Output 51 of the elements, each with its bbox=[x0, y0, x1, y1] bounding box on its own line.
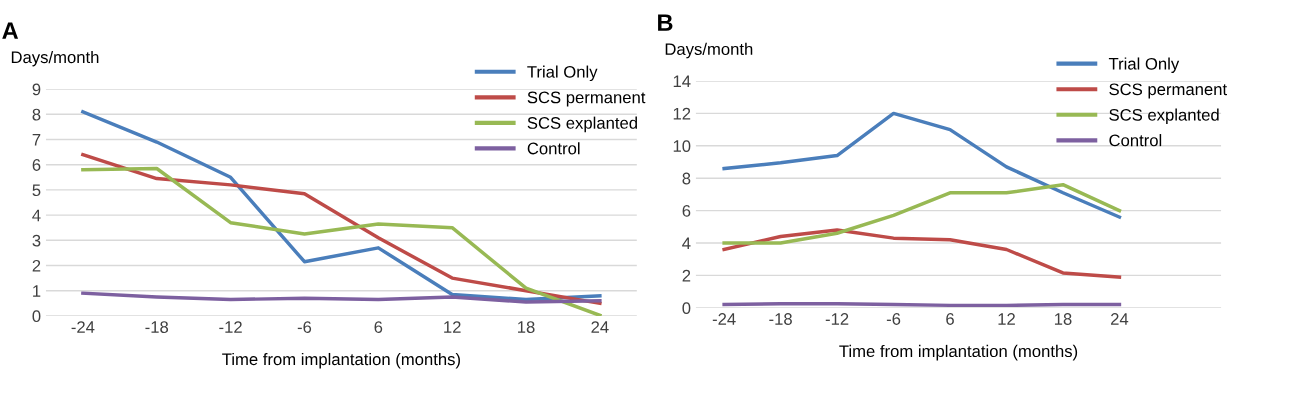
x-tick-label: 18 bbox=[518, 321, 535, 333]
legend-label: Control bbox=[1109, 134, 1162, 147]
x-tick-label: 24 bbox=[1111, 313, 1129, 325]
legend-label: SCS permanent bbox=[527, 91, 646, 107]
legend-label: SCS explanted bbox=[527, 116, 637, 133]
line-series bbox=[81, 291, 602, 304]
y-tick-label: 6 bbox=[682, 205, 691, 217]
x-tick-label: 12 bbox=[444, 321, 461, 333]
x-tick-label: 12 bbox=[998, 313, 1015, 325]
legend-label: Trial Only bbox=[1108, 57, 1180, 73]
x-axis-title: Time from implantation (months) bbox=[839, 344, 1078, 361]
chart-title: B bbox=[658, 14, 673, 31]
x-tick-label: -24 bbox=[71, 321, 95, 333]
x-tick-label: -12 bbox=[825, 313, 849, 325]
y-tick-label: 0 bbox=[32, 310, 41, 323]
x-tick-label: -6 bbox=[297, 321, 312, 333]
x-tick-label: -6 bbox=[886, 313, 901, 325]
y-tick-label: 8 bbox=[682, 172, 691, 185]
y-tick-label: 12 bbox=[673, 107, 691, 120]
y-tick-label: 9 bbox=[32, 83, 41, 96]
y-tick-label: 2 bbox=[32, 259, 41, 272]
legend-label: SCS permanent bbox=[1109, 83, 1227, 99]
y-axis-title: Days/month bbox=[11, 50, 99, 67]
x-tick-label: -18 bbox=[769, 313, 792, 325]
x-tick-label: -18 bbox=[145, 321, 169, 333]
x-tick-label: 6 bbox=[374, 321, 383, 333]
y-tick-label: 0 bbox=[682, 302, 691, 314]
y-tick-label: 5 bbox=[32, 184, 41, 197]
y-tick-label: 4 bbox=[32, 209, 41, 222]
y-tick-label: 10 bbox=[673, 140, 691, 152]
y-tick-label: 6 bbox=[32, 159, 41, 171]
x-tick-label: 6 bbox=[946, 313, 954, 325]
y-tick-label: 8 bbox=[32, 108, 41, 121]
y-tick-label: 2 bbox=[682, 269, 691, 282]
y-tick-label: 14 bbox=[673, 75, 691, 88]
y-tick-label: 1 bbox=[33, 285, 41, 297]
x-tick-label: -24 bbox=[712, 313, 736, 325]
y-tick-label: 4 bbox=[682, 237, 691, 250]
legend-label: SCS explanted bbox=[1109, 108, 1219, 125]
legend-label: Trial Only bbox=[527, 65, 598, 82]
y-tick-label: 3 bbox=[32, 234, 41, 247]
y-axis-title: Days/month bbox=[665, 42, 753, 59]
line-series bbox=[722, 228, 1122, 279]
x-tick-label: 18 bbox=[1054, 313, 1072, 325]
x-axis-title: Time from implantation (months) bbox=[222, 352, 460, 369]
line-series bbox=[722, 182, 1122, 245]
x-tick-label: -12 bbox=[219, 321, 242, 333]
y-tick-label: 7 bbox=[32, 134, 41, 146]
chart-title: A bbox=[2, 22, 19, 39]
x-tick-label: 24 bbox=[591, 321, 609, 333]
legend-label: Control bbox=[527, 142, 580, 155]
